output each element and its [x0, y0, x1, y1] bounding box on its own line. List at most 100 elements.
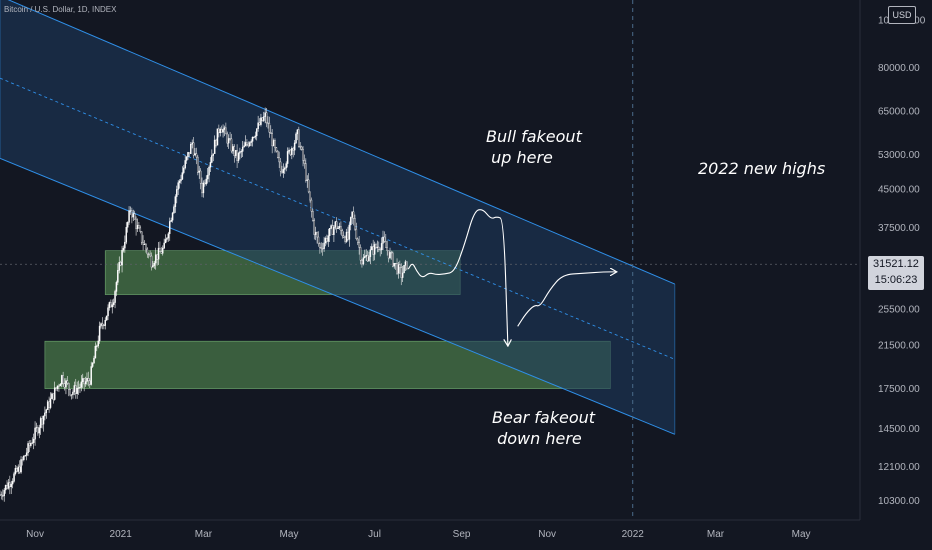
candle-body	[9, 482, 11, 488]
candle-body	[261, 117, 264, 121]
candle-body	[278, 157, 280, 163]
candle-body	[21, 459, 24, 461]
candle-body	[375, 244, 377, 248]
candle-body	[378, 246, 380, 250]
candle-body	[209, 162, 212, 168]
x-tick-label: Nov	[26, 529, 44, 540]
x-tick-label: Nov	[538, 529, 556, 540]
candle-body	[382, 236, 384, 244]
candle-body	[191, 142, 193, 145]
candle-body	[326, 238, 328, 242]
candle-body	[167, 233, 170, 239]
candle-body	[204, 182, 206, 185]
candle-body	[184, 160, 186, 169]
price-series	[0, 107, 408, 502]
candle-body	[14, 468, 17, 474]
projection-path	[407, 209, 616, 345]
candle-body	[73, 385, 76, 393]
candle-body	[222, 129, 224, 133]
candle-body	[84, 381, 87, 385]
candle-body	[394, 262, 397, 264]
candle-body	[206, 174, 209, 180]
y-tick-label: 21500.00	[878, 341, 920, 352]
candle-body	[13, 473, 15, 482]
candle-body	[345, 231, 348, 242]
candle-body	[254, 135, 257, 138]
candle-body	[383, 236, 386, 242]
candle-body	[112, 302, 115, 305]
candle-body	[386, 247, 388, 251]
candle-body	[67, 382, 70, 390]
candle-body	[399, 264, 401, 268]
candle-body	[75, 385, 77, 394]
candle-body	[17, 466, 19, 472]
candle-body	[154, 254, 157, 264]
candle-body	[321, 248, 324, 250]
candle-body	[246, 142, 248, 145]
candle-body	[103, 324, 105, 326]
y-tick-label: 14500.00	[878, 424, 920, 435]
candle-body	[393, 262, 395, 267]
candle-body	[161, 247, 164, 254]
candle-body	[279, 161, 282, 172]
candle-body	[286, 151, 289, 164]
candle-body	[369, 249, 372, 257]
y-tick-label: 25500.00	[878, 305, 920, 316]
candle-body	[215, 139, 217, 146]
candle-body	[138, 225, 140, 229]
candle-body	[385, 240, 387, 248]
last-price-tag: 31521.12 15:06:23	[868, 256, 924, 290]
candle-body	[2, 495, 4, 497]
candle-body	[371, 246, 373, 250]
candle-body	[352, 211, 355, 219]
candle-body	[241, 146, 244, 152]
candle-body	[142, 242, 144, 245]
candle-body	[365, 255, 367, 257]
candle-body	[49, 398, 52, 408]
candle-body	[271, 133, 273, 147]
candle-body	[240, 151, 243, 153]
candle-body	[208, 167, 210, 176]
candle-body	[100, 323, 102, 327]
candle-body	[188, 152, 191, 154]
bull-fakeout-note: Bull fakeout up here	[486, 127, 582, 167]
candle-body	[135, 218, 137, 229]
candle-body	[27, 443, 29, 454]
candle-body	[69, 389, 71, 396]
candle-body	[143, 243, 146, 245]
bear-fakeout-note: Bear fakeout down here	[492, 408, 596, 448]
candle-body	[313, 220, 316, 235]
descending-channel	[0, 0, 676, 435]
candle-body	[195, 153, 198, 158]
candle-body	[225, 127, 227, 135]
candle-body	[90, 366, 92, 385]
candle-body	[358, 242, 360, 248]
candle-body	[83, 378, 85, 385]
candle-body	[320, 247, 323, 249]
candle-body	[284, 167, 286, 170]
candle-body	[219, 129, 222, 134]
candle-body	[298, 129, 300, 147]
candle-body	[97, 340, 99, 347]
candle-body	[24, 455, 27, 457]
candle-body	[45, 409, 48, 414]
candle-body	[265, 112, 268, 124]
candle-body	[187, 152, 189, 158]
candle-body	[324, 238, 327, 244]
y-tick-label: 65000.00	[878, 107, 920, 118]
currency-badge[interactable]: USD	[888, 6, 916, 24]
candle-body	[227, 138, 230, 144]
candle-body	[63, 383, 66, 388]
candle-body	[18, 466, 21, 473]
candle-body	[268, 122, 271, 133]
year-marker	[0, 0, 860, 520]
candle-body	[60, 375, 63, 385]
candle-body	[373, 244, 376, 255]
candle-body	[264, 112, 266, 117]
candle-body	[361, 259, 363, 265]
candle-body	[3, 489, 5, 497]
candle-body	[65, 380, 67, 388]
x-tick-label: Jul	[368, 529, 381, 540]
candle-body	[295, 133, 297, 144]
